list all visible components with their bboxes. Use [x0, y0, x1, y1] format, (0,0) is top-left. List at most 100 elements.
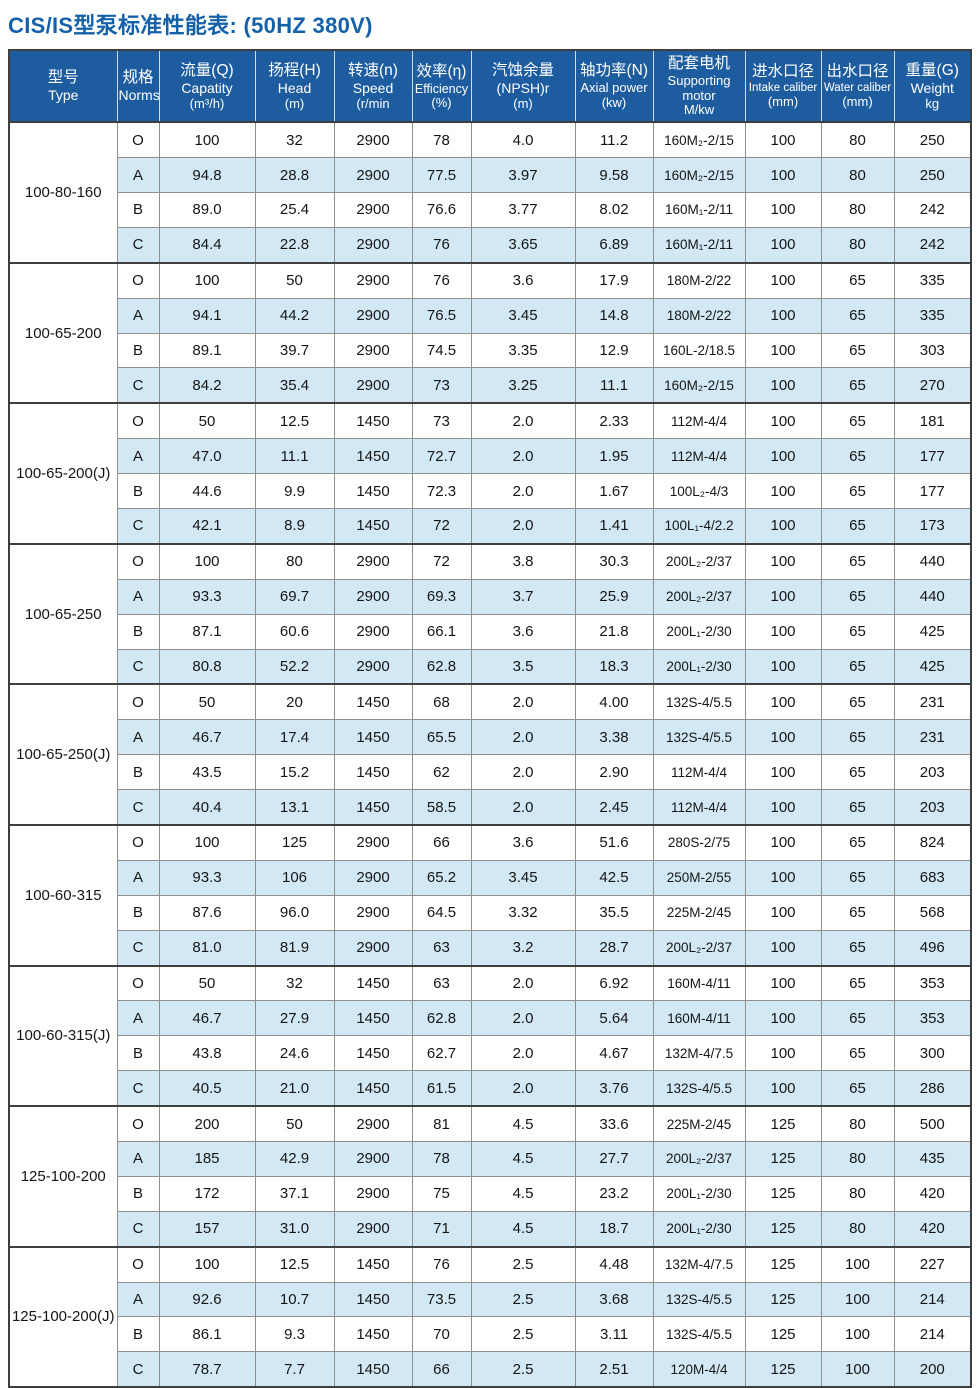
cell-axial-power: 14.8 — [574, 297, 654, 334]
header-zh: 配套电机 — [667, 55, 730, 72]
cell-speed: 2900 — [333, 367, 413, 404]
header-en: Speed — [352, 79, 394, 96]
cell-motor: 112M-4/4 — [652, 789, 746, 826]
cell-efficiency: 70 — [411, 1316, 472, 1353]
cell-head: 8.9 — [254, 507, 335, 545]
cell-water-caliber: 65 — [820, 613, 895, 650]
header-unit: (m) — [513, 95, 533, 111]
cell-speed: 2900 — [333, 823, 413, 861]
cell-water-caliber: 80 — [820, 1105, 895, 1143]
cell-head: 22.8 — [254, 226, 335, 264]
cell-water-caliber: 65 — [820, 1000, 895, 1037]
cell-weight: 824 — [893, 823, 972, 861]
cell-motor: 132M-4/7.5 — [652, 1245, 746, 1283]
cell-efficiency: 66 — [411, 1351, 472, 1388]
cell-npsh: 2.0 — [470, 964, 576, 1002]
cell-npsh: 4.5 — [470, 1210, 576, 1248]
cell-head: 10.7 — [254, 1281, 335, 1318]
cell-head: 52.2 — [254, 648, 335, 685]
table-header: 型号 Type 规格 Norms 流量(Q) Capatity (m³/h) 扬… — [8, 50, 972, 124]
cell-water-caliber: 65 — [820, 859, 895, 896]
cell-capacity: 46.7 — [158, 719, 256, 756]
cell-norms: O — [116, 402, 160, 440]
table-row: C 78.7 7.7 1450 66 2.5 2.51 120M-4/4 125 100 200 — [9, 1351, 972, 1388]
cell-npsh: 3.65 — [470, 226, 576, 264]
cell-head: 81.9 — [254, 929, 335, 967]
table-row: 100-65-250 O 100 80 2900 72 3.8 30.3 200L₂-2/37 1… — [8, 542, 972, 685]
cell-weight: 203 — [893, 789, 972, 826]
cell-npsh: 3.32 — [470, 894, 576, 931]
cell-speed: 2900 — [333, 121, 413, 159]
cell-axial-power: 6.89 — [574, 226, 654, 264]
cell-motor: 100L₂-4/3 — [652, 473, 746, 509]
table-row: B 89.0 25.4 2900 76.6 3.77 8.02 160M₁-2/11 100 80… — [9, 191, 972, 228]
cell-intake-caliber: 100 — [744, 438, 822, 475]
cell-norms: O — [116, 964, 160, 1002]
cell-norms: C — [116, 367, 160, 404]
table-row: B 89.1 39.7 2900 74.5 3.35 12.9 160L-2/18.5 100 6… — [9, 332, 972, 369]
cell-norms: O — [116, 542, 160, 580]
cell-npsh: 3.2 — [470, 929, 576, 967]
cell-efficiency: 69.3 — [411, 578, 472, 615]
pump-type-cell: 100-65-200 — [8, 261, 118, 404]
cell-speed: 2900 — [333, 542, 413, 580]
cell-water-caliber: 65 — [820, 261, 895, 299]
cell-axial-power: 17.9 — [574, 261, 654, 299]
cell-intake-caliber: 100 — [744, 507, 822, 545]
cell-head: 17.4 — [254, 719, 335, 756]
cell-norms: B — [116, 754, 160, 791]
cell-npsh: 2.0 — [470, 473, 576, 509]
header-en: Efficiency — [414, 81, 469, 96]
cell-speed: 2900 — [333, 157, 413, 193]
cell-weight: 496 — [893, 929, 972, 967]
cell-water-caliber: 80 — [820, 191, 895, 228]
cell-efficiency: 76 — [411, 1245, 472, 1283]
cell-capacity: 47.0 — [158, 438, 256, 475]
cell-motor: 132S-4/5.5 — [652, 683, 746, 721]
cell-speed: 1450 — [333, 402, 413, 440]
cell-axial-power: 25.9 — [574, 578, 654, 615]
cell-motor: 112M-4/4 — [652, 438, 746, 475]
header-unit: (%) — [431, 94, 452, 110]
cell-capacity: 80.8 — [158, 648, 256, 685]
cell-npsh: 3.8 — [470, 542, 576, 580]
cell-speed: 1450 — [333, 1070, 413, 1107]
cell-intake-caliber: 125 — [744, 1105, 822, 1143]
cell-intake-caliber: 100 — [744, 648, 822, 685]
cell-water-caliber: 65 — [820, 789, 895, 826]
header-en: Capatity — [181, 79, 233, 96]
cell-speed: 1450 — [333, 719, 413, 756]
cell-npsh: 3.6 — [470, 823, 576, 861]
cell-efficiency: 78 — [411, 121, 472, 159]
cell-capacity: 87.1 — [158, 613, 256, 650]
cell-capacity: 172 — [158, 1175, 256, 1212]
cell-intake-caliber: 100 — [744, 226, 822, 264]
cell-npsh: 2.5 — [470, 1316, 576, 1353]
pump-type-cell: 125-100-200 — [8, 1105, 118, 1248]
cell-weight: 177 — [893, 473, 972, 509]
header-zh: 进水口径 — [751, 63, 814, 81]
cell-norms: O — [116, 121, 160, 159]
cell-weight: 242 — [893, 226, 972, 264]
cell-speed: 2900 — [333, 1141, 413, 1177]
cell-norms: B — [116, 1316, 160, 1353]
table-row: A 94.1 44.2 2900 76.5 3.45 14.8 180M-2/22 100 65 3… — [9, 297, 972, 334]
cell-head: 7.7 — [254, 1351, 335, 1388]
cell-head: 21.0 — [254, 1070, 335, 1107]
cell-npsh: 2.5 — [470, 1281, 576, 1318]
col-header-weight: 重量(G) Weight kg — [893, 50, 972, 124]
header-unit: (m³/h) — [189, 95, 225, 111]
cell-speed: 2900 — [333, 226, 413, 264]
cell-axial-power: 23.2 — [574, 1175, 654, 1212]
cell-head: 12.5 — [254, 1245, 335, 1283]
cell-weight: 203 — [893, 754, 972, 791]
cell-head: 9.9 — [254, 473, 335, 509]
cell-motor: 132S-4/5.5 — [652, 1070, 746, 1107]
cell-head: 9.3 — [254, 1316, 335, 1353]
cell-weight: 353 — [893, 1000, 972, 1037]
cell-intake-caliber: 100 — [744, 823, 822, 861]
cell-speed: 1450 — [333, 1351, 413, 1388]
cell-npsh: 2.0 — [470, 1070, 576, 1107]
cell-motor: 160M-4/11 — [652, 964, 746, 1002]
